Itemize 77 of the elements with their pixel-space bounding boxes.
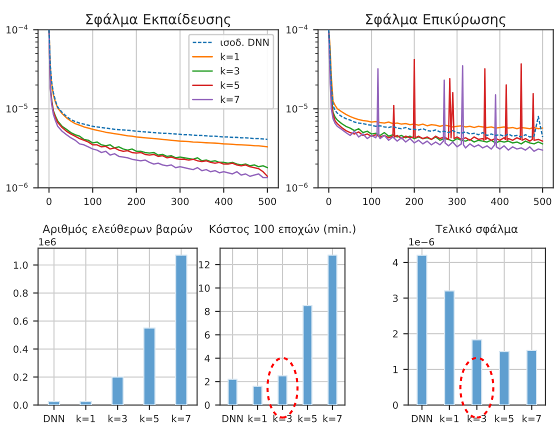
x-tick-label: k=7 bbox=[172, 414, 190, 422]
y-tick-label: 0.8 bbox=[14, 289, 28, 297]
y-tick-label: 0.6 bbox=[14, 317, 28, 325]
y-tick-label: 12 bbox=[199, 261, 210, 268]
x-tick-label: 200 bbox=[128, 198, 145, 206]
x-tick-label: DNN bbox=[44, 415, 64, 422]
x-tick-label: DNN bbox=[412, 415, 432, 422]
bar bbox=[328, 254, 338, 406]
bar bbox=[228, 378, 238, 406]
y-tick-label: 0.0 bbox=[14, 402, 28, 409]
chart-title: Κόστος 100 εποχών (min.) bbox=[210, 224, 356, 236]
bar bbox=[111, 376, 124, 406]
y-tick-label: 0 bbox=[204, 402, 210, 409]
x-tick-label: k=5 bbox=[495, 414, 514, 422]
y-tick-label: 2 bbox=[204, 378, 210, 386]
x-tick-label: k=5 bbox=[298, 414, 317, 422]
y-tick-label: 10$^{−6}$ bbox=[286, 182, 308, 192]
bar bbox=[444, 290, 455, 406]
bar bbox=[416, 254, 428, 406]
legend-label: k=3 bbox=[220, 67, 240, 75]
y-tick-label: 1 bbox=[393, 366, 398, 374]
chart-title: Σφάλμα Εκπαίδευσης bbox=[86, 13, 230, 28]
legend-label: k=5 bbox=[220, 81, 240, 89]
chart-title: Σφάλμα Επικύρωσης bbox=[366, 13, 506, 28]
x-tick-label: 0 bbox=[326, 198, 332, 206]
x-tick-label: k=7 bbox=[522, 414, 541, 422]
x-tick-label: 100 bbox=[84, 198, 102, 206]
x-tick-label: 300 bbox=[172, 198, 189, 206]
y-tick-label: 0.4 bbox=[14, 345, 28, 353]
y-tick-label: 2 bbox=[393, 330, 398, 338]
x-tick-label: 300 bbox=[448, 198, 466, 206]
bar bbox=[143, 327, 156, 406]
bar bbox=[471, 339, 482, 406]
y-tick-label: 10$^{−5}$ bbox=[286, 104, 308, 113]
legend-label: ισοδ. DNN bbox=[220, 38, 269, 46]
text: 1e−6 bbox=[409, 238, 434, 246]
y-tick-label: 4 bbox=[392, 259, 398, 266]
chart-title: Αριθμός ελεύθερων βαρών bbox=[42, 224, 192, 236]
bar bbox=[278, 375, 288, 406]
x-tick-label: k=3 bbox=[108, 414, 127, 422]
bar bbox=[48, 400, 60, 406]
chart-title: Τελικό σφάλμα bbox=[435, 224, 518, 236]
x-tick-label: k=5 bbox=[140, 414, 159, 422]
x-tick-label: 400 bbox=[491, 198, 508, 206]
x-tick-label: 0 bbox=[46, 198, 52, 206]
x-tick-label: 100 bbox=[363, 198, 380, 206]
bar bbox=[175, 254, 188, 406]
x-tick-label: k=3 bbox=[468, 414, 486, 422]
bar bbox=[252, 386, 262, 406]
y-tick-label: 0.2 bbox=[14, 374, 28, 381]
legend-label: k=1 bbox=[220, 52, 240, 60]
bar bbox=[498, 351, 510, 406]
y-tick-label: 10$^{−4}$ bbox=[6, 24, 28, 34]
x-tick-label: 200 bbox=[406, 198, 423, 206]
bar bbox=[302, 304, 312, 406]
y-tick-label: 10$^{−6}$ bbox=[6, 182, 28, 192]
text: 1e6 bbox=[39, 238, 56, 246]
y-tick-label: 10$^{−4}$ bbox=[286, 24, 308, 34]
x-tick-label: k=1 bbox=[248, 414, 267, 422]
x-tick-label: DNN bbox=[222, 415, 243, 422]
x-tick-label: k=7 bbox=[323, 414, 342, 422]
x-tick-label: k=1 bbox=[440, 414, 458, 422]
y-tick-label: 8 bbox=[204, 308, 210, 316]
bar bbox=[526, 350, 538, 406]
y-tick-label: 10$^{−5}$ bbox=[6, 104, 28, 113]
y-tick-label: 10 bbox=[199, 284, 210, 292]
y-tick-label: 3 bbox=[393, 294, 398, 302]
x-tick-label: 400 bbox=[214, 198, 232, 206]
y-tick-label: 6 bbox=[204, 331, 210, 339]
y-tick-label: 1.0 bbox=[14, 261, 28, 269]
y-tick-label: 0 bbox=[392, 402, 398, 409]
x-tick-label: k=1 bbox=[76, 414, 95, 422]
bar bbox=[80, 400, 92, 406]
y-tick-label: 4 bbox=[204, 354, 210, 362]
legend-label: k=7 bbox=[220, 96, 240, 103]
x-tick-label: 500 bbox=[534, 198, 552, 206]
x-tick-label: 500 bbox=[258, 198, 276, 206]
